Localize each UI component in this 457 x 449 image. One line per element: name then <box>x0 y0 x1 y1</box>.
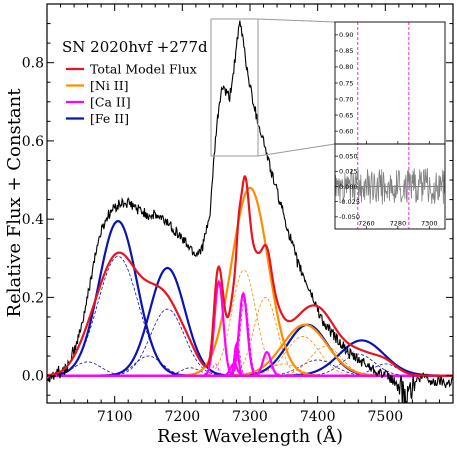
inset-xtick-label: 7280 <box>390 220 407 228</box>
zoom-connector-bottom <box>257 143 336 157</box>
inset-upper-ytick-label: 0.75 <box>339 79 353 87</box>
x-tick-label: 7200 <box>165 409 201 425</box>
legend-label: Total Model Flux <box>90 62 197 77</box>
legend-label: [Ni II] <box>90 78 129 93</box>
y-tick-label: 0.0 <box>22 369 44 385</box>
y-tick-label: 0.2 <box>22 290 44 306</box>
inset-upper-ytick-label: 0.80 <box>339 63 353 71</box>
inset-xtick-label: 7260 <box>358 220 375 228</box>
observed-spectrum-line <box>47 20 453 403</box>
inset-upper-ytick-label: 0.70 <box>339 95 353 103</box>
inset-lower-ytick-label: 0.050 <box>339 152 358 160</box>
zoom-region <box>210 18 336 157</box>
total-model-flux <box>47 175 453 377</box>
total-model-flux-line <box>47 175 453 377</box>
legend-label: [Fe II] <box>90 111 129 126</box>
inset-upper-ytick-label: 0.65 <box>339 111 353 119</box>
observed-spectrum <box>47 20 453 403</box>
x-tick-label: 7400 <box>300 409 336 425</box>
x-axis-ticks: 7100 7200 7300 7400 7500 <box>46 4 454 425</box>
inset-residual-line <box>335 168 445 205</box>
y-axis-ticks: 0.0 0.2 0.4 0.6 0.8 <box>22 23 453 396</box>
inset-frame <box>334 21 446 230</box>
inset-upper-ytick-label: 0.90 <box>339 31 353 39</box>
x-axis-title: Rest Wavelength (Å) <box>157 425 343 447</box>
y-axis-title: Relative Flux + Constant <box>4 88 25 318</box>
legend-label: [Ca II] <box>90 95 131 110</box>
y-tick-label: 0.8 <box>22 56 44 72</box>
x-tick-label: 7100 <box>97 409 133 425</box>
inset-upper-ytick-label: 0.60 <box>339 127 353 135</box>
y-tick-label: 0.6 <box>22 134 44 150</box>
inset-lower-ytick-label: 0.025 <box>339 168 358 176</box>
legend: Total Model Flux[Ni II] [Ca II][Fe II] <box>66 62 197 126</box>
x-tick-label: 7500 <box>368 409 404 425</box>
inset-zoom-panel: 0.60 0.65 0.70 0.75 0.80 0.85 0.90 -0.050 -0.025… <box>334 21 446 230</box>
inset-lower-ytick-label: -0.025 <box>339 198 360 206</box>
ca-ii-total-lines <box>47 279 453 377</box>
inset-axis-ticks: 0.60 0.65 0.70 0.75 0.80 0.85 0.90 -0.050 -0.025… <box>335 31 438 229</box>
inset-residual-panel <box>335 168 445 205</box>
epoch-annotation: SN 2020hvf +277d <box>62 38 208 56</box>
x-tick-label: 7300 <box>232 409 268 425</box>
y-tick-label: 0.4 <box>22 212 44 228</box>
zoom-region-box <box>210 18 259 157</box>
inset-lower-ytick-label: 0.000 <box>339 183 358 191</box>
ca-total-4 <box>47 362 453 377</box>
inset-xtick-label: 7300 <box>421 220 438 228</box>
inset-flux-panel <box>357 22 410 229</box>
main-plot-area <box>47 20 453 403</box>
inset-upper-ytick-label: 0.85 <box>339 47 353 55</box>
zoom-connector-top <box>257 18 336 23</box>
inset-lower-ytick-label: -0.050 <box>339 213 360 221</box>
